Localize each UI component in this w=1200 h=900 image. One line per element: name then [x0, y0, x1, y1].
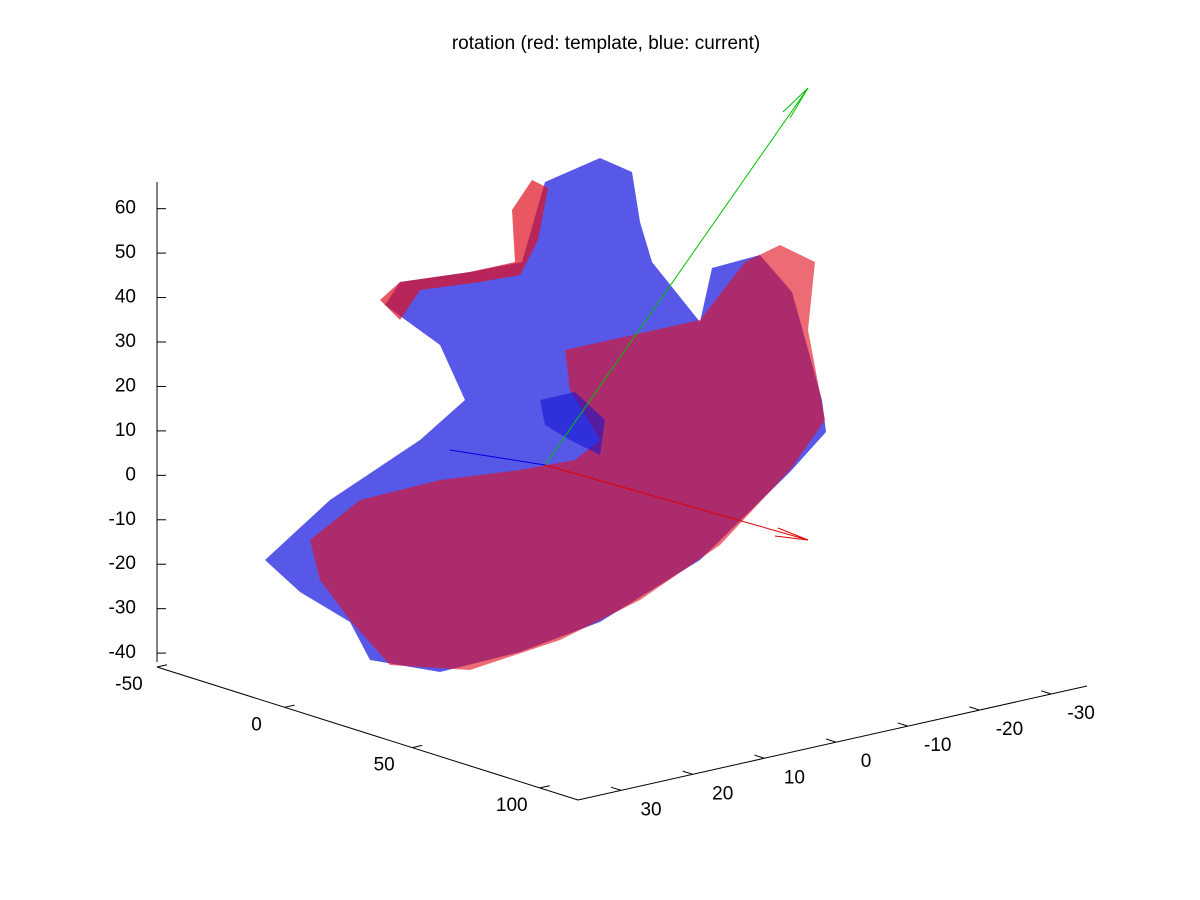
x-tick-label: 100	[496, 795, 528, 816]
x-tick	[539, 785, 550, 789]
x-tick-label: 0	[251, 714, 262, 735]
x-tick-label: -50	[115, 674, 142, 695]
arrow-x	[544, 464, 809, 541]
y-tick	[825, 738, 837, 743]
y-tick	[682, 770, 693, 775]
y-tick	[754, 754, 765, 759]
y-tick-label: 0	[861, 751, 872, 772]
chart-title: rotation (red: template, blue: current)	[452, 33, 760, 54]
y-tick-label: -10	[924, 735, 951, 756]
y-tick-label: 10	[784, 767, 805, 788]
y-tick	[897, 722, 908, 727]
arrow-z	[449, 449, 546, 466]
surface-template-top	[380, 180, 548, 320]
z-tick-label: 20	[115, 375, 136, 396]
z-tick-label: 0	[125, 464, 136, 485]
y-tick-label: -30	[1067, 703, 1094, 724]
surface-current-inner	[540, 392, 605, 455]
z-tick-label: -40	[109, 642, 136, 663]
x-tick	[156, 664, 168, 668]
surfaces	[265, 158, 826, 672]
arrow-y	[544, 87, 809, 466]
z-tick-label: 60	[115, 198, 136, 219]
x-tick	[284, 704, 295, 708]
z-tick-label: -10	[109, 509, 136, 530]
x-tick	[412, 744, 423, 749]
z-tick-label: 10	[115, 420, 136, 441]
z-tick-label: 40	[115, 287, 136, 308]
y-tick	[1041, 690, 1052, 695]
z-tick-label: 30	[115, 331, 136, 352]
y-tick-label: -20	[996, 719, 1023, 740]
x-tick-label: 50	[374, 755, 395, 776]
z-tick-label: 50	[115, 242, 136, 263]
arrow-head	[782, 87, 809, 119]
z-tick-label: -20	[109, 553, 136, 574]
y-tick-label: 20	[712, 783, 733, 804]
x-axis	[156, 666, 579, 801]
arrow-head	[774, 527, 809, 541]
y-tick	[969, 706, 980, 711]
y-axis	[577, 685, 1088, 801]
y-tick-label: 30	[640, 799, 661, 820]
axes-arrows	[449, 87, 809, 541]
y-tick	[610, 786, 622, 791]
surface-template	[310, 245, 825, 670]
z-tick-label: -30	[109, 598, 136, 619]
